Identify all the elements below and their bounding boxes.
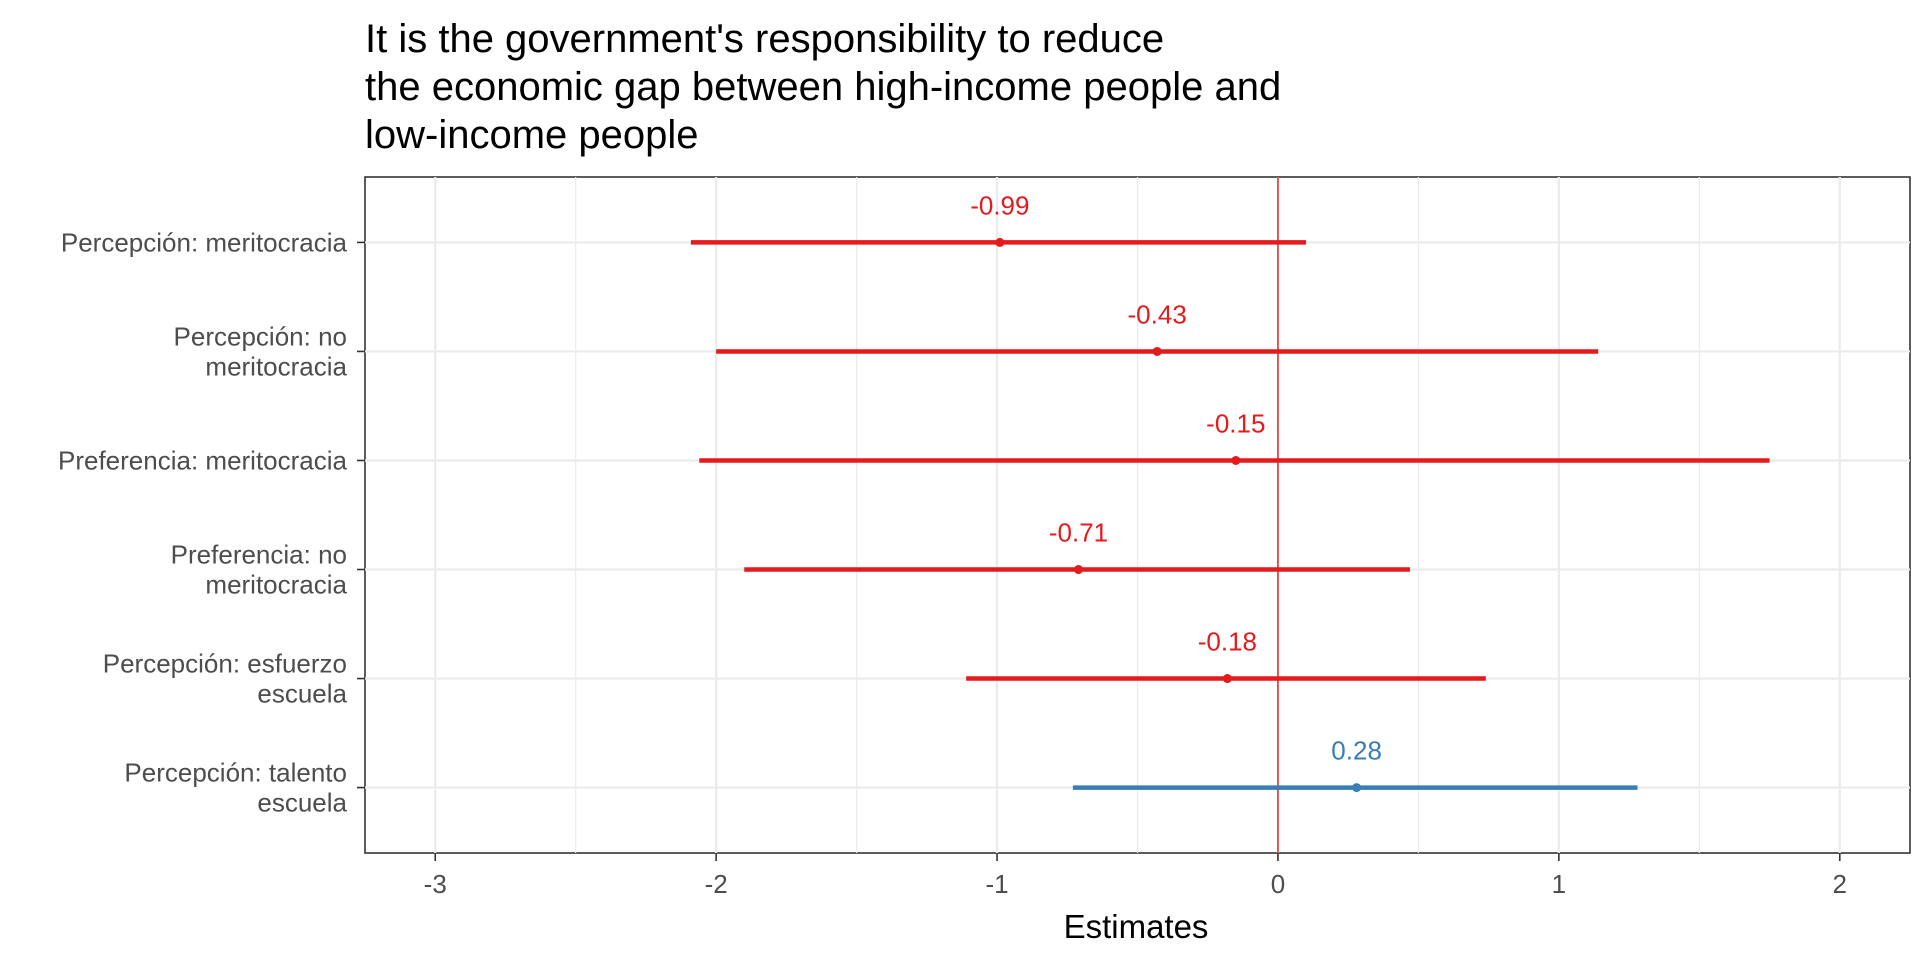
y-tick-label: Percepción: esfuerzo escuela [103,649,348,709]
x-tick-label: -2 [705,869,728,899]
chart-title-line-1: It is the government's responsibility to… [365,17,1164,61]
chart-title-line-3: low-income people [365,113,699,157]
value-label: -0.43 [1128,299,1187,329]
y-tick-label-line: meritocracia [205,351,347,381]
estimate-marks: -0.99 -0.43 -0.15 -0.71 -0.18 0.28 [690,190,1770,793]
x-tick-label: 2 [1833,869,1847,899]
value-label: 0.28 [1331,736,1382,766]
y-tick-label: Percepción: talento escuela [124,758,347,818]
y-tick-label-line: meritocracia [205,570,347,600]
x-tick-label: 0 [1271,869,1285,899]
point-estimate [1231,455,1241,465]
y-tick-label: Preferencia: no meritocracia [171,540,348,600]
y-tick-label-line: Percepción: talento [124,758,347,788]
point-estimate [1074,565,1084,575]
y-tick-label-line: Preferencia: meritocracia [58,445,348,475]
x-axis: -3 -2 -1 0 1 2 [424,853,1847,899]
x-tick-label: -1 [985,869,1008,899]
y-tick-label-line: Percepción: meritocracia [61,227,348,257]
chart-title-line-2: the economic gap between high-income peo… [365,65,1281,109]
point-estimate [1352,783,1362,793]
y-tick-label-line: escuela [257,788,347,818]
value-label: -0.71 [1049,518,1108,548]
chart-title: It is the government's responsibility to… [365,17,1281,157]
x-tick-label: 1 [1552,869,1566,899]
y-tick-label: Percepción: no meritocracia [174,321,348,381]
point-estimate [995,237,1005,247]
x-axis-label: Estimates [1064,908,1209,945]
y-tick-label-line: Percepción: esfuerzo [103,649,347,679]
value-label: -0.15 [1206,408,1265,438]
y-tick-label-line: Percepción: no [174,321,347,351]
point-estimate [1222,674,1232,684]
x-tick-label: -3 [424,869,447,899]
y-tick-label: Preferencia: meritocracia [58,445,348,475]
point-estimate [1152,346,1162,356]
y-tick-label-line: Preferencia: no [171,540,347,570]
y-tick-label: Percepción: meritocracia [61,227,348,257]
value-label: -0.18 [1198,627,1257,657]
y-tick-label-line: escuela [257,679,347,709]
value-label: -0.99 [970,190,1029,220]
